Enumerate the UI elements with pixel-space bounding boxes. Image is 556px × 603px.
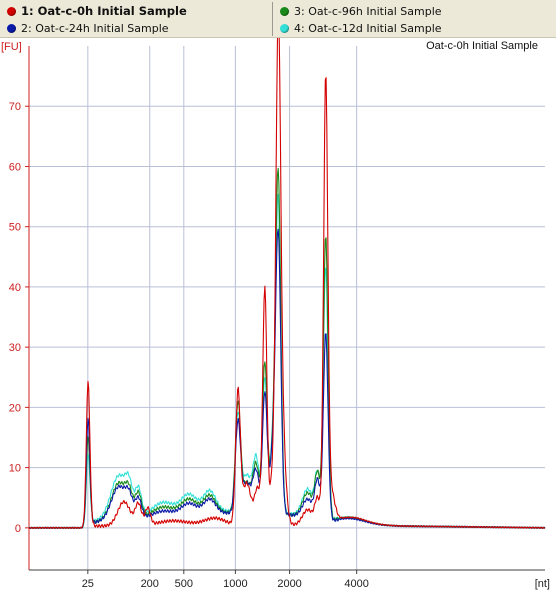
- x-axis-label: [nt]: [535, 578, 550, 590]
- y-tick-label: 50: [9, 222, 21, 234]
- y-tick-label: 60: [9, 161, 21, 173]
- legend-dot-icon: [280, 6, 289, 16]
- x-tick-label: 2000: [277, 578, 301, 590]
- electropherogram-chart[interactable]: 0 10 20 30 40 50 60 70 25 200 500 1000 2000 4000 [FU…: [0, 38, 556, 603]
- legend-item-1[interactable]: 1: Oat-c-0h Initial Sample: [7, 3, 187, 19]
- y-tick-label: 0: [15, 523, 21, 535]
- legend-item-4[interactable]: 4: Oat-c-12d Initial Sample: [280, 20, 442, 36]
- traces: [28, 38, 546, 529]
- chart-title: Oat-c-0h Initial Sample: [426, 40, 538, 52]
- legend-label: 4: Oat-c-12d Initial Sample: [294, 21, 442, 35]
- legend-item-3[interactable]: 3: Oat-c-96h Initial Sample: [280, 3, 442, 19]
- legend-label: 1: Oat-c-0h Initial Sample: [21, 4, 187, 18]
- legend-label: 3: Oat-c-96h Initial Sample: [294, 4, 442, 18]
- legend-divider: [272, 2, 273, 36]
- x-tick-label: 4000: [344, 578, 368, 590]
- trace-1: [28, 38, 546, 529]
- x-tick-label: 25: [82, 578, 94, 590]
- trace-2: [28, 228, 546, 529]
- legend-item-2[interactable]: 2: Oat-c-24h Initial Sample: [7, 20, 169, 36]
- legend-dot-icon: [280, 23, 289, 33]
- x-tick-label: 500: [175, 578, 193, 590]
- y-tick-label: 20: [9, 402, 21, 414]
- x-tick-labels: 25 200 500 1000 2000 4000: [82, 570, 369, 590]
- x-tick-label: 1000: [223, 578, 247, 590]
- grid-lines: [29, 46, 545, 570]
- axes: [28, 46, 545, 571]
- y-tick-label: 30: [9, 342, 21, 354]
- legend-bar: 1: Oat-c-0h Initial Sample 2: Oat-c-24h …: [0, 0, 556, 38]
- trace-4: [28, 193, 546, 529]
- y-tick-label: 10: [9, 463, 21, 475]
- legend-label: 2: Oat-c-24h Initial Sample: [21, 21, 169, 35]
- y-tick-labels: 0 10 20 30 40 50 60 70: [9, 101, 29, 535]
- y-tick-label: 40: [9, 282, 21, 294]
- legend-dot-icon: [7, 6, 16, 16]
- trace-3: [28, 167, 546, 529]
- legend-dot-icon: [7, 23, 16, 33]
- x-tick-label: 200: [141, 578, 159, 590]
- y-tick-label: 70: [9, 101, 21, 113]
- y-axis-label: [FU]: [1, 41, 22, 53]
